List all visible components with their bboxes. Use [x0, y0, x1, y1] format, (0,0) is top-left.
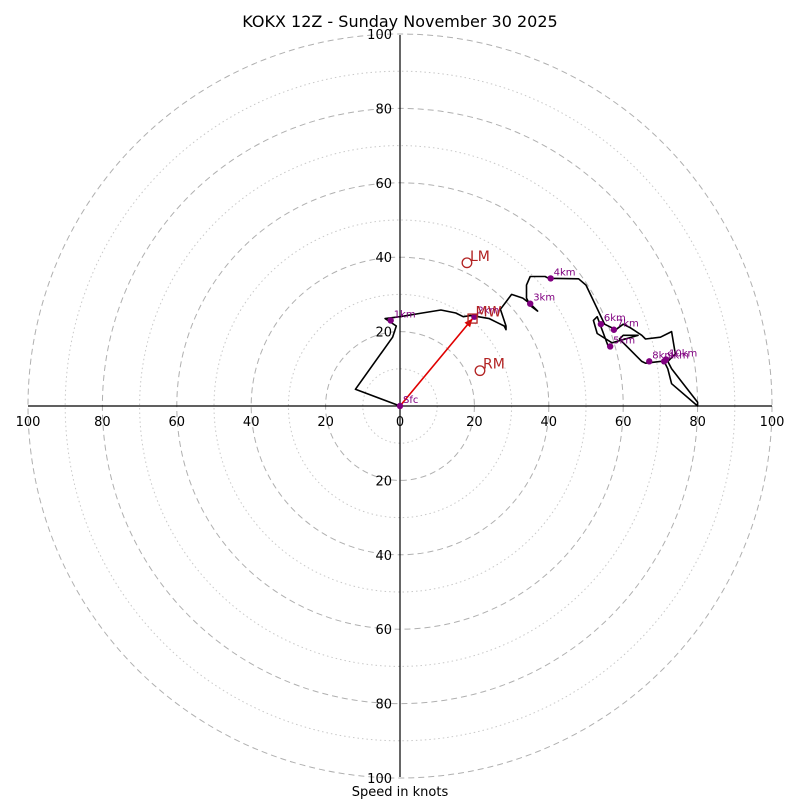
y-tick-label: 60 — [375, 623, 392, 638]
shear-vector — [399, 318, 474, 407]
tick-labels: 100 80 60 40 20 0 20 40 60 80 100 100 80 60 40 20 20 40 60… — [16, 28, 785, 787]
storm-motion-label-mw: MW — [476, 305, 502, 321]
y-tick-label: 100 — [367, 772, 392, 787]
height-marker-6km — [597, 320, 605, 328]
height-label-10km: 10km — [669, 349, 697, 360]
x-tick-label: 100 — [760, 415, 785, 430]
y-tick-label: 80 — [375, 102, 392, 117]
x-tick-label: 0 — [396, 415, 404, 430]
height-label-9km: 9km — [667, 350, 689, 361]
height-marker-Sfc — [396, 402, 404, 410]
storm-motion-label-rm: RM — [483, 357, 505, 373]
y-tick-label: 60 — [375, 177, 392, 192]
height-label-5km: 5km — [613, 335, 635, 346]
height-label-8km: 8km — [652, 350, 674, 361]
x-tick-label: 60 — [169, 415, 186, 430]
storm-motion-rm — [474, 365, 486, 377]
x-axis-label: Speed in knots — [352, 785, 449, 800]
x-tick-label: 40 — [541, 415, 558, 430]
height-label-7km: 7km — [617, 319, 639, 330]
height-marker-5km — [606, 343, 614, 350]
height-label-3km: 3km — [533, 293, 555, 304]
x-tick-label: 20 — [317, 415, 334, 430]
x-tick-label: 80 — [689, 415, 706, 430]
y-tick-label: 100 — [367, 28, 392, 43]
y-tick-label: 80 — [375, 698, 392, 713]
height-label-4km: 4km — [554, 267, 576, 278]
y-tick-label: 20 — [375, 474, 392, 489]
x-tick-label: 60 — [615, 415, 632, 430]
y-tick-label: 40 — [375, 549, 392, 564]
height-label-2km: 2km — [477, 306, 499, 317]
chart-title: KOKX 12Z - Sunday November 30 2025 — [242, 12, 557, 31]
x-tick-label: 40 — [243, 415, 260, 430]
height-marker-3km — [527, 300, 534, 307]
height-marker-2km — [471, 313, 478, 320]
storm-motion-lm — [461, 257, 473, 269]
height-marker-10km — [662, 356, 670, 363]
height-marker-1km — [387, 317, 394, 324]
hodograph-trace — [354, 275, 699, 407]
height-label-Sfc: Sfc — [403, 395, 418, 406]
y-tick-label: 20 — [375, 326, 392, 341]
x-tick-label: 80 — [94, 415, 111, 430]
storm-motion-mw — [467, 313, 478, 324]
y-tick-label: 40 — [375, 251, 392, 266]
height-marker-7km — [610, 326, 618, 333]
x-tick-label: 20 — [466, 415, 483, 430]
storm-motion-label-lm: LM — [470, 249, 490, 265]
height-marker-8km — [646, 358, 653, 365]
x-tick-label: 100 — [16, 415, 41, 430]
height-label-6km: 6km — [604, 313, 626, 324]
height-label-1km: 1km — [394, 309, 416, 320]
height-marker-4km — [547, 275, 554, 282]
